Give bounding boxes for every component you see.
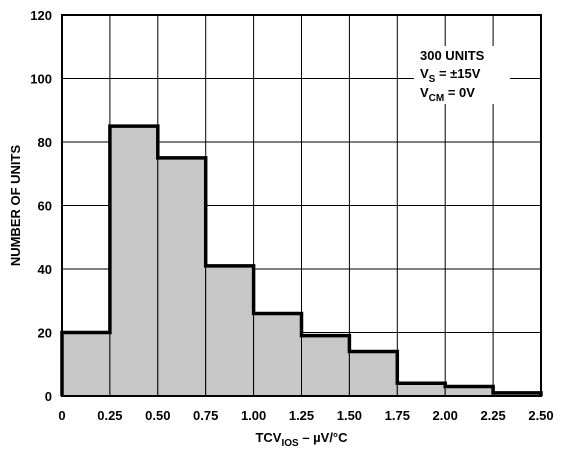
x-axis-title-base: TCV <box>255 430 281 445</box>
annotation-box: 300 UNITS VS = ±15V VCM = 0V <box>414 46 510 104</box>
x-tick-label: 0 <box>58 408 65 423</box>
x-tick-label: 2.00 <box>433 408 458 423</box>
annotation-vs-base: V <box>420 66 429 81</box>
x-tick-label: 2.25 <box>480 408 505 423</box>
histogram-bar <box>396 382 446 397</box>
annotation-common-mode-voltage: VCM = 0V <box>420 85 475 104</box>
annotation-vs-rest: = ±15V <box>435 66 480 81</box>
y-tick-label: 0 <box>45 389 52 404</box>
plot-frame <box>61 14 542 397</box>
y-tick-label: 80 <box>38 135 52 150</box>
histogram-bar <box>253 312 303 397</box>
y-axis-title: NUMBER OF UNITS <box>8 145 23 267</box>
histogram-bar <box>301 335 350 397</box>
x-axis-title: TCVIOS – µV/°C <box>255 430 348 449</box>
annotation-vcm-base: V <box>420 85 429 100</box>
x-axis-title-rest: – µV/°C <box>299 430 348 445</box>
x-axis-ticks: 0 0.25 0.50 0.75 1.00 1.25 1.50 1.75 2.00 2.25 2.5… <box>58 408 553 423</box>
x-tick-label: 1.50 <box>337 408 362 423</box>
histogram-outline <box>60 124 543 396</box>
x-tick-label: 0.50 <box>145 408 170 423</box>
x-tick-label: 0.25 <box>97 408 122 423</box>
annotation-vs-sub: S <box>429 74 436 85</box>
y-tick-label: 20 <box>38 326 52 341</box>
histogram-bars <box>61 125 542 397</box>
histogram-bar <box>157 157 207 397</box>
x-axis-title-subscript: IOS <box>281 438 299 449</box>
y-tick-label: 100 <box>30 72 52 87</box>
annotation-vcm-sub: CM <box>429 93 445 104</box>
x-tick-label: 1.25 <box>289 408 314 423</box>
annotation-vcm-rest: = 0V <box>444 85 475 100</box>
annotation-supply-voltage: VS = ±15V <box>420 66 481 85</box>
x-tick-label: 1.75 <box>385 408 410 423</box>
annotation-background <box>414 46 510 104</box>
y-tick-label: 120 <box>30 8 52 23</box>
y-tick-label: 40 <box>38 262 52 277</box>
histogram-bar <box>205 265 255 397</box>
histogram-bar <box>348 351 398 397</box>
y-axis-ticks: 0 20 40 60 80 100 120 <box>30 8 52 404</box>
x-tick-label: 1.00 <box>241 408 266 423</box>
x-tick-label: 2.50 <box>528 408 553 423</box>
y-tick-label: 60 <box>38 199 52 214</box>
annotation-units: 300 UNITS <box>420 48 485 63</box>
histogram-bar <box>109 125 159 397</box>
histogram-bar <box>61 332 111 397</box>
x-tick-label: 0.75 <box>193 408 218 423</box>
